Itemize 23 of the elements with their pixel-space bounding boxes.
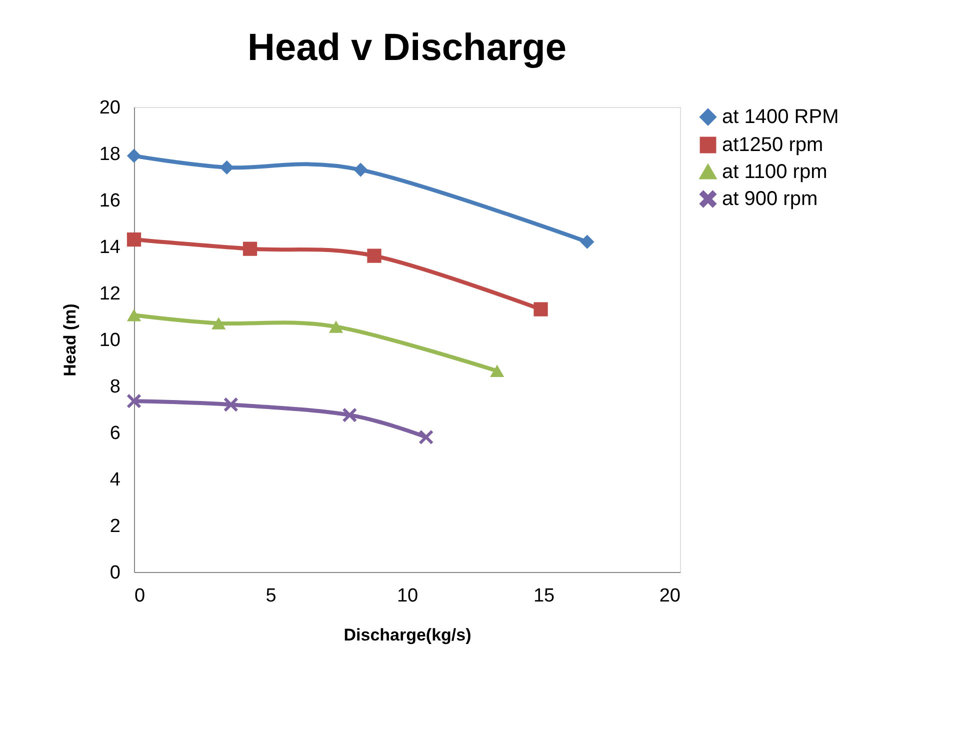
legend-label: at 1100 rpm — [722, 161, 828, 183]
y-tick-label: 12 — [99, 284, 120, 304]
legend-label: at 1400 RPM — [722, 106, 839, 128]
y-tick-label: 10 — [99, 330, 120, 351]
x-tick-label: 20 — [659, 586, 680, 606]
y-tick-label: 20 — [99, 98, 120, 118]
y-tick-label: 18 — [99, 144, 120, 165]
y-tick-label: 6 — [110, 423, 120, 444]
x-tick-label: 5 — [266, 586, 276, 606]
y-tick-label: 16 — [99, 190, 120, 212]
legend-label: at 900 rpm — [722, 188, 818, 210]
x-tick-label: 15 — [533, 586, 555, 606]
chart-title: Head v Discharge — [248, 27, 566, 69]
x-axis-title: Discharge(kg/s) — [344, 626, 472, 644]
legend-label: at1250 rpm — [722, 134, 824, 156]
y-axis-title: Head (m) — [60, 304, 80, 376]
y-tick-label: 4 — [110, 470, 121, 490]
x-tick-label: 10 — [396, 586, 418, 606]
x-tick-label: 0 — [134, 586, 146, 606]
y-tick-label: 8 — [110, 376, 120, 398]
y-tick-label: 0 — [110, 562, 120, 584]
y-tick-label: 14 — [99, 237, 121, 258]
y-tick-label: 2 — [110, 516, 120, 537]
